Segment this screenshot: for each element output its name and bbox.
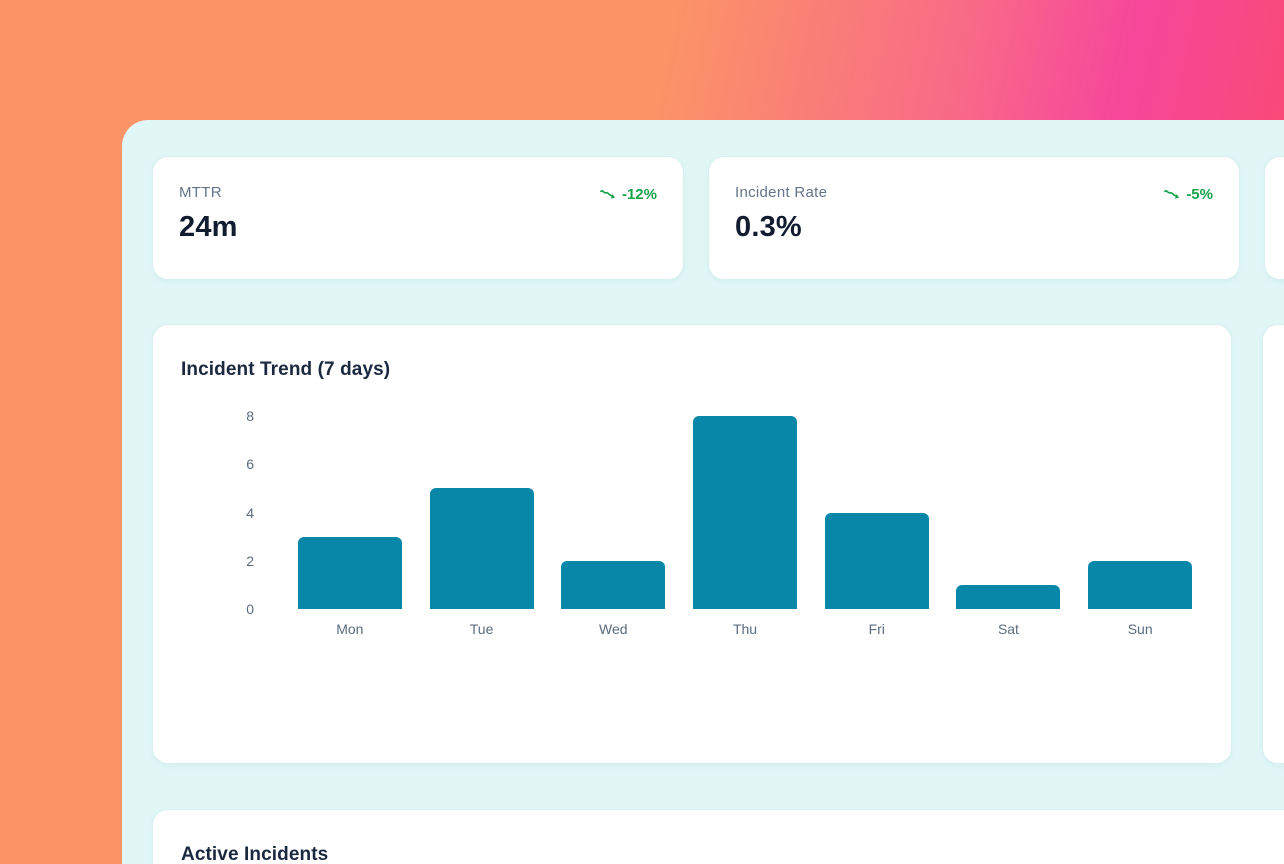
chart-bars <box>284 413 1206 609</box>
incident-trend-chart-card: Incident Trend (7 days) 0 2 4 6 8 Mon Tue Wed T… <box>152 324 1232 764</box>
x-axis-label: Thu <box>732 621 758 637</box>
active-incidents-card: Active Incidents <box>152 809 1284 864</box>
kpi-card-incident-rate: Incident Rate -5% 0.3% <box>708 156 1240 280</box>
x-axis-label: Sun <box>1127 621 1153 637</box>
y-axis-tick-label: 2 <box>246 552 254 569</box>
bar-slot <box>679 416 811 609</box>
chart-card-clipped <box>1262 324 1284 764</box>
bar-tue <box>429 488 534 609</box>
x-axis-label: Tue <box>469 621 494 637</box>
kpi-label: Incident Rate <box>735 184 828 201</box>
bar-wed <box>561 560 666 609</box>
kpi-card-mttr: MTTR -12% 24m <box>152 156 684 280</box>
chart-x-axis: Mon Tue Wed Thu Fri Sat Sun <box>284 621 1206 637</box>
trending-down-icon <box>600 189 615 199</box>
kpi-value: 24m <box>179 211 238 243</box>
y-axis-tick-label: 8 <box>246 408 254 424</box>
kpi-trend-badge: -5% <box>1164 186 1213 203</box>
bar-slot <box>416 488 548 609</box>
y-axis-tick-label: 4 <box>246 504 254 521</box>
chart-y-axis: 0 2 4 6 8 <box>181 408 254 653</box>
kpi-trend-value: -12% <box>621 186 657 203</box>
bar-thu <box>693 416 798 609</box>
trending-down-icon <box>1164 189 1180 199</box>
bar-slot <box>943 584 1075 609</box>
chart-title: Incident Trend (7 days) <box>181 359 391 380</box>
bar-fri <box>824 512 929 609</box>
active-incidents-title: Active Incidents <box>181 844 329 864</box>
kpi-trend-value: -5% <box>1186 186 1213 203</box>
bar-mon <box>297 536 402 609</box>
kpi-card-clipped <box>1264 156 1284 280</box>
bar-sun <box>1088 560 1193 609</box>
charts-row: Incident Trend (7 days) 0 2 4 6 8 Mon Tue Wed T… <box>152 324 1284 764</box>
kpi-trend-badge: -12% <box>600 186 657 203</box>
x-axis-label: Fri <box>868 621 885 637</box>
kpi-label: MTTR <box>179 184 222 201</box>
y-axis-tick-label: 0 <box>246 601 254 617</box>
bar-chart: 0 2 4 6 8 Mon Tue Wed Thu Fri Sat Sun <box>181 408 1206 653</box>
x-axis-label: Wed <box>599 621 628 637</box>
kpi-row: MTTR -12% 24m Incident Rate <box>152 156 1284 280</box>
y-axis-tick-label: 6 <box>246 456 254 473</box>
bar-slot <box>1074 560 1206 609</box>
bar-slot <box>811 512 943 609</box>
bar-sat <box>956 584 1061 609</box>
x-axis-label: Sat <box>997 621 1019 637</box>
bar-slot <box>284 536 416 609</box>
x-axis-label: Mon <box>336 621 364 637</box>
dashboard-panel: MTTR -12% 24m Incident Rate <box>122 120 1284 864</box>
bar-slot <box>547 560 679 609</box>
kpi-value: 0.3% <box>735 211 802 243</box>
